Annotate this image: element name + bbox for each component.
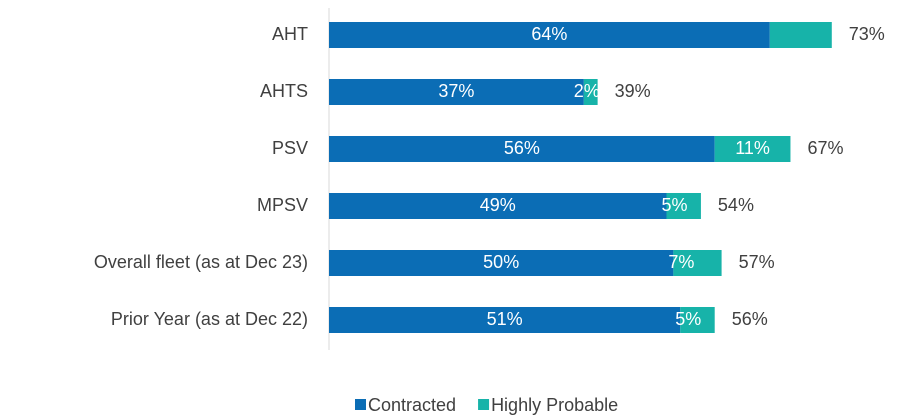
value-label: 5%	[675, 309, 701, 329]
value-label: 51%	[487, 309, 523, 329]
value-label: 5%	[661, 195, 687, 215]
legend-label: Contracted	[368, 395, 456, 415]
total-label: 56%	[732, 309, 768, 329]
bar-segment	[329, 307, 681, 333]
value-label: 50%	[483, 252, 519, 272]
bar-segment	[329, 79, 584, 105]
value-label: 7%	[668, 252, 694, 272]
legend-label: Highly Probable	[491, 395, 618, 415]
total-label: 39%	[615, 81, 651, 101]
total-label: 54%	[718, 195, 754, 215]
value-label: 64%	[531, 24, 567, 44]
value-label: 2%	[574, 81, 600, 101]
category-label: Overall fleet (as at Dec 23)	[94, 252, 308, 272]
bar-segment	[769, 22, 832, 48]
value-label: 11%	[735, 138, 770, 158]
legend-swatch	[355, 399, 366, 410]
bar-segment	[329, 193, 667, 219]
bar-segment	[673, 250, 722, 276]
total-label: 73%	[849, 24, 885, 44]
value-label: 49%	[480, 195, 516, 215]
category-label: MPSV	[257, 195, 308, 215]
bar-segment	[583, 79, 598, 105]
bar-segment	[329, 136, 715, 162]
category-label: PSV	[272, 138, 308, 158]
bar-segment	[666, 193, 701, 219]
total-label: 67%	[807, 138, 843, 158]
legend-swatch	[478, 399, 490, 410]
value-label: 56%	[504, 138, 540, 158]
bar-segment	[680, 307, 715, 333]
category-label: Prior Year (as at Dec 22)	[111, 309, 308, 329]
category-label: AHTS	[260, 81, 308, 101]
value-label: 37%	[438, 81, 474, 101]
category-label: AHT	[272, 24, 308, 44]
bar-segment	[329, 250, 674, 276]
bar-segment	[714, 136, 791, 162]
bar-segment	[329, 22, 770, 48]
total-label: 57%	[739, 252, 775, 272]
